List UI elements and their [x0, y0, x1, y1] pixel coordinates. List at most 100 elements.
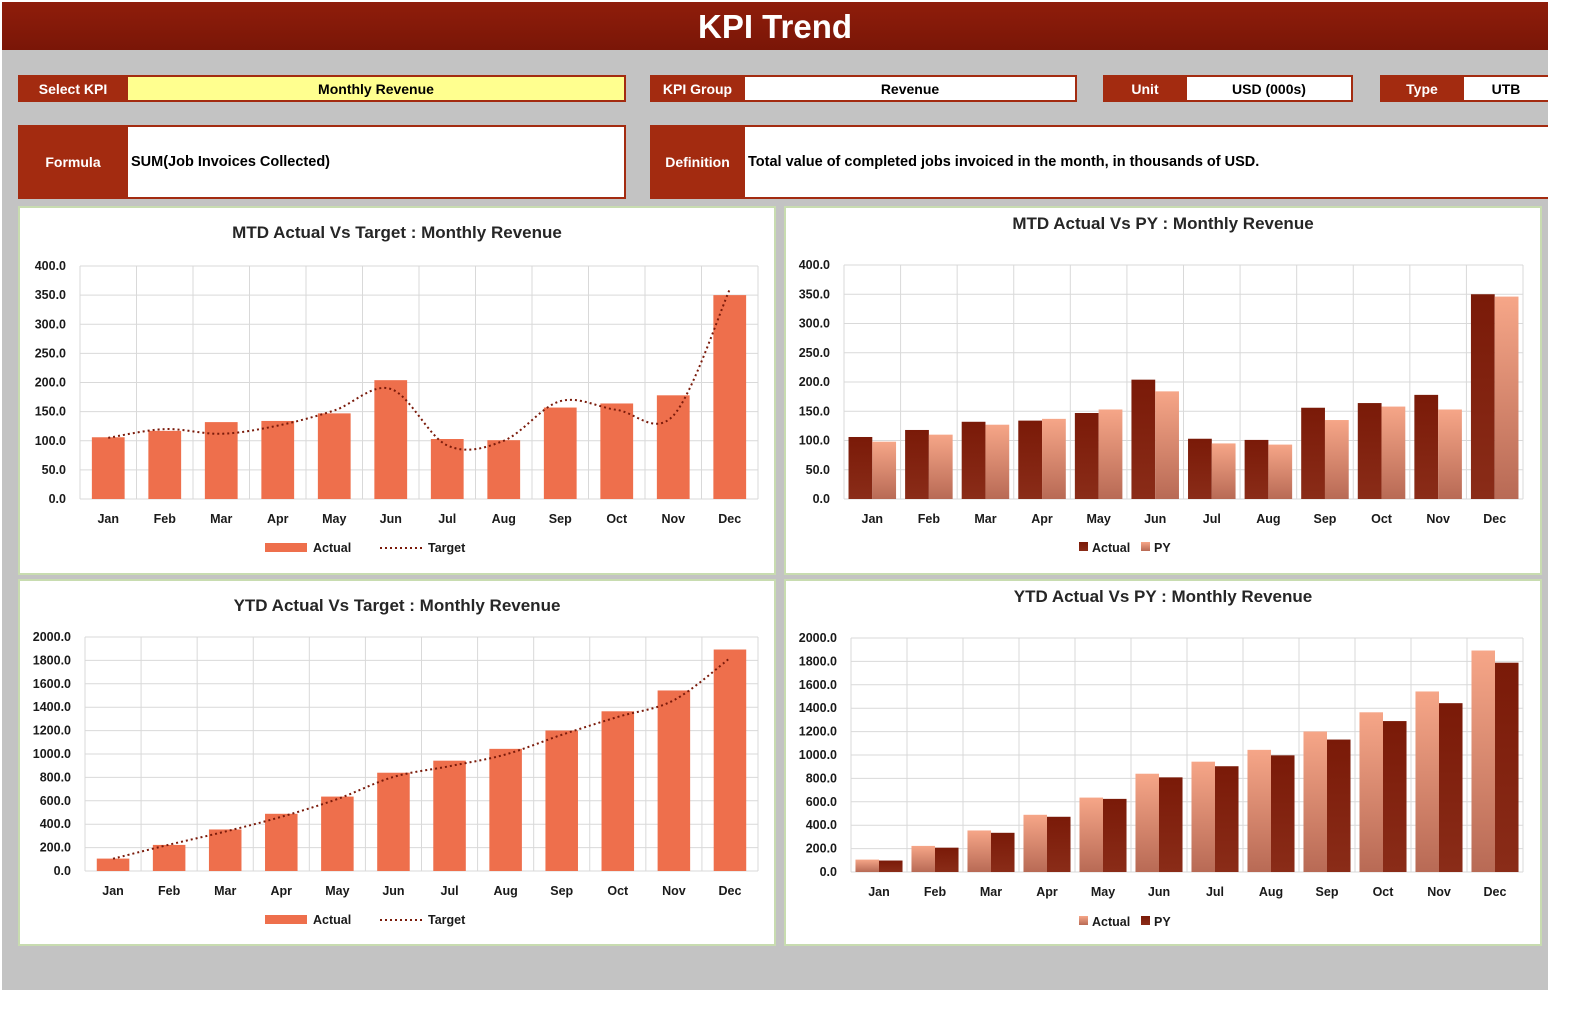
bar-actual	[1191, 761, 1215, 872]
x-tick-label: Sep	[1316, 885, 1339, 899]
bar-py	[985, 424, 1010, 499]
type-value: UTB	[1464, 75, 1548, 102]
legend-label: Target	[428, 541, 466, 555]
bar-actual	[967, 830, 991, 872]
y-tick-label: 300.0	[35, 317, 66, 331]
x-tick-label: May	[1086, 512, 1110, 526]
x-tick-label: Mar	[974, 512, 996, 526]
y-tick-label: 200.0	[799, 375, 830, 389]
y-tick-label: 400.0	[799, 258, 830, 272]
chart-svg: MTD Actual Vs Target : Monthly Revenue 0.…	[35, 223, 759, 555]
bar-py	[1159, 777, 1183, 872]
bar-actual	[1244, 439, 1269, 499]
select-kpi-label: Select KPI	[18, 75, 128, 102]
x-tick-label: Mar	[980, 885, 1002, 899]
legend-label: PY	[1154, 541, 1171, 555]
select-kpi-dropdown[interactable]: Monthly Revenue	[128, 75, 626, 102]
bar-actual	[1359, 712, 1383, 872]
y-tick-label: 1800.0	[33, 653, 71, 667]
y-tick-label: 1600.0	[799, 678, 837, 692]
bar-py	[1381, 406, 1406, 499]
chart-svg: YTD Actual Vs Target : Monthly Revenue 0.…	[33, 596, 759, 927]
legend-swatch	[1079, 542, 1088, 551]
bar-py	[1155, 391, 1179, 499]
x-tick-label: Feb	[158, 884, 181, 898]
x-tick-label: Aug	[493, 884, 517, 898]
bar-actual	[1135, 773, 1159, 872]
y-tick-label: 250.0	[799, 346, 830, 360]
bar-actual	[1414, 394, 1439, 499]
y-tick-label: 150.0	[35, 405, 66, 419]
bar-actual	[961, 421, 986, 499]
unit-value: USD (000s)	[1187, 75, 1353, 102]
x-tick-label: Feb	[154, 512, 177, 526]
chart-title: MTD Actual Vs Target : Monthly Revenue	[232, 223, 562, 242]
formula-value: SUM(Job Invoices Collected)	[128, 125, 626, 199]
bar-actual	[433, 760, 466, 871]
bar-actual	[1247, 749, 1271, 872]
type-field: Type UTB	[1380, 75, 1548, 102]
bar-py	[1438, 409, 1462, 499]
legend-label: Actual	[1092, 541, 1130, 555]
legend-swatch-actual	[265, 915, 307, 924]
bar-py	[1383, 721, 1407, 872]
y-tick-label: 50.0	[806, 463, 830, 477]
type-label: Type	[1380, 75, 1464, 102]
chart-legend: Actual Target	[265, 913, 466, 927]
x-tick-label: Jan	[97, 512, 119, 526]
x-tick-label: Sep	[1313, 512, 1336, 526]
bar-actual	[911, 845, 935, 872]
y-tick-label: 200.0	[806, 842, 837, 856]
kpi-group-value: Revenue	[745, 75, 1077, 102]
bar-actual	[855, 859, 879, 872]
x-tick-label: Apr	[1036, 885, 1058, 899]
chart-legend: Actual PY	[1079, 915, 1171, 929]
bar-py	[1439, 703, 1463, 872]
x-tick-label: May	[322, 512, 346, 526]
bar-py	[935, 847, 959, 872]
bar-actual	[656, 395, 690, 499]
y-tick-label: 100.0	[799, 434, 830, 448]
bar-py	[1268, 444, 1293, 499]
x-tick-label: Jan	[868, 885, 890, 899]
x-tick-label: May	[1091, 885, 1115, 899]
x-tick-label: Oct	[607, 884, 629, 898]
y-tick-label: 600.0	[806, 795, 837, 809]
bar-actual	[317, 413, 351, 499]
bar-actual	[265, 813, 298, 871]
y-tick-label: 400.0	[40, 817, 71, 831]
legend-label: Actual	[313, 913, 351, 927]
x-tick-label: Aug	[492, 512, 516, 526]
y-tick-label: 800.0	[40, 770, 71, 784]
x-tick-label: Dec	[718, 512, 741, 526]
bar-actual	[374, 380, 408, 499]
bar-actual	[208, 829, 242, 871]
bar-actual	[657, 690, 691, 871]
bar-py	[1103, 798, 1127, 872]
chart-legend: Actual PY	[1079, 541, 1171, 555]
line-target	[112, 657, 731, 860]
x-tick-label: Jun	[1144, 512, 1166, 526]
formula-label: Formula	[18, 125, 128, 199]
y-tick-label: 200.0	[35, 376, 66, 390]
y-tick-label: 1800.0	[799, 654, 837, 668]
x-tick-label: Nov	[661, 512, 685, 526]
y-tick-label: 1000.0	[799, 748, 837, 762]
x-tick-label: Apr	[1031, 512, 1053, 526]
bar-py	[1047, 816, 1071, 872]
bar-py	[1271, 755, 1295, 872]
bar-actual	[1470, 294, 1495, 499]
bar-actual	[377, 772, 410, 871]
bar-py	[879, 860, 903, 872]
bar-actual	[321, 796, 354, 871]
bar-actual	[1018, 420, 1043, 499]
bar-actual	[430, 439, 464, 499]
x-tick-label: Aug	[1259, 885, 1283, 899]
x-tick-label: Oct	[1373, 885, 1395, 899]
x-tick-label: Aug	[1256, 512, 1280, 526]
kpi-group-field: KPI Group Revenue	[650, 75, 1077, 102]
definition-value: Total value of completed jobs invoiced i…	[745, 125, 1548, 199]
x-tick-label: Feb	[918, 512, 941, 526]
chart-mtd-actual-vs-target: MTD Actual Vs Target : Monthly Revenue 0.…	[18, 206, 776, 575]
bar-actual	[1303, 731, 1327, 872]
